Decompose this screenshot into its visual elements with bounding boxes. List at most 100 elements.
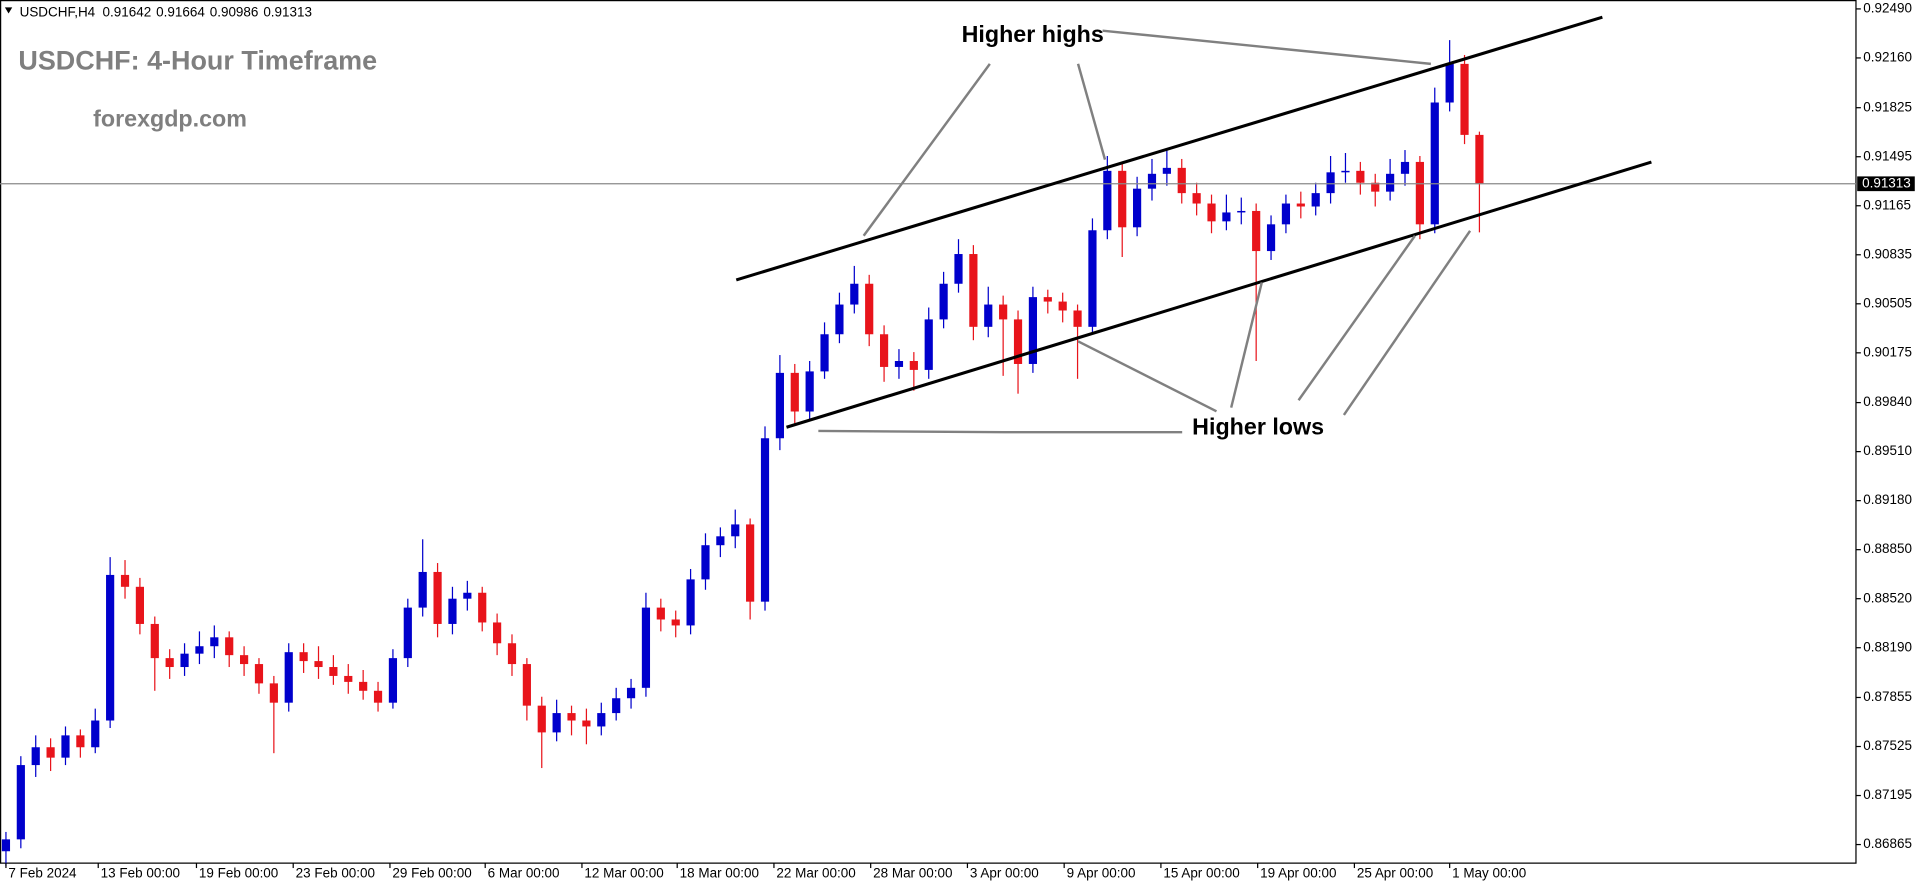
candle-body bbox=[1371, 182, 1380, 192]
candle-body bbox=[760, 438, 770, 602]
candle-body bbox=[31, 747, 40, 766]
candle-body bbox=[46, 747, 55, 758]
candle-body bbox=[1237, 210, 1246, 213]
chart-title: USDCHF: 4-Hour Timeframe bbox=[18, 46, 377, 76]
symbol: USDCHF,H4 bbox=[20, 4, 96, 19]
x-tick-label: 28 Mar 00:00 bbox=[873, 866, 952, 881]
header: USDCHF,H4 0.91642 0.91664 0.90986 0.91313 bbox=[20, 4, 312, 19]
candle-body bbox=[909, 360, 918, 370]
candle-body bbox=[522, 664, 531, 706]
y-tick-label: 0.87195 bbox=[1863, 787, 1912, 802]
candle-body bbox=[1043, 297, 1052, 302]
pointer bbox=[818, 429, 1183, 434]
candle-body bbox=[641, 607, 651, 688]
candle-body bbox=[299, 652, 308, 662]
candle-body bbox=[626, 687, 636, 699]
candle-body bbox=[865, 283, 874, 335]
candle-body bbox=[359, 681, 368, 691]
y-tick-label: 0.87525 bbox=[1863, 738, 1912, 753]
x-tick-label: 19 Apr 00:00 bbox=[1260, 866, 1336, 881]
pointer bbox=[1342, 230, 1472, 416]
x-tick-label: 12 Mar 00:00 bbox=[584, 866, 663, 881]
candle-body bbox=[1088, 230, 1097, 327]
candle-body bbox=[1013, 319, 1023, 364]
candle-body bbox=[1326, 172, 1335, 194]
subtitle: forexgdp.com bbox=[93, 105, 247, 131]
candle-body bbox=[1266, 224, 1276, 252]
pointer bbox=[1229, 282, 1264, 408]
candle-body bbox=[120, 574, 130, 587]
pointer bbox=[1077, 340, 1218, 413]
candle-body bbox=[1341, 170, 1350, 173]
candle-body bbox=[1103, 170, 1112, 231]
candle-body bbox=[91, 720, 100, 748]
candle-body bbox=[939, 283, 948, 320]
price-label-box bbox=[1857, 176, 1915, 192]
y-tick-label: 0.92490 bbox=[1863, 0, 1912, 15]
x-tick-label: 23 Feb 00:00 bbox=[296, 866, 375, 881]
x-tick-label: 15 Apr 00:00 bbox=[1163, 866, 1239, 881]
annotation: Higher lows bbox=[1192, 414, 1324, 440]
y-tick-label: 0.90835 bbox=[1863, 246, 1912, 261]
candle-body bbox=[1311, 193, 1320, 207]
candle-body bbox=[1281, 203, 1291, 225]
y-tick-label: 0.89510 bbox=[1863, 443, 1912, 458]
y-tick-label: 0.88850 bbox=[1863, 541, 1912, 556]
candle-body bbox=[254, 664, 264, 684]
candle-body bbox=[1207, 203, 1216, 222]
y-tick-label: 0.92160 bbox=[1863, 49, 1912, 64]
candle-body bbox=[746, 524, 755, 602]
x-tick-label: 25 Apr 00:00 bbox=[1357, 866, 1433, 881]
pointer bbox=[862, 63, 991, 237]
candle-body bbox=[1460, 63, 1469, 135]
pointers bbox=[818, 29, 1472, 434]
candle-body bbox=[790, 372, 799, 412]
candle-body bbox=[835, 304, 844, 335]
candle-body bbox=[1177, 167, 1186, 194]
candle-body bbox=[969, 254, 978, 327]
candle-body bbox=[984, 304, 993, 327]
candle-body bbox=[314, 661, 323, 668]
candle-body bbox=[195, 646, 204, 654]
y-tick-label: 0.88520 bbox=[1863, 590, 1912, 605]
candle-body bbox=[210, 637, 219, 647]
x-tick-label: 6 Mar 00:00 bbox=[488, 866, 560, 881]
header-low: 0.90986 bbox=[210, 4, 259, 19]
candle-body bbox=[716, 536, 725, 546]
candle-body bbox=[1133, 188, 1142, 228]
y-tick-label: 0.87855 bbox=[1863, 689, 1912, 704]
candle-body bbox=[552, 713, 561, 733]
y-tick-label: 0.90505 bbox=[1863, 295, 1912, 310]
candle-body bbox=[612, 698, 621, 714]
y-tick-label: 0.90175 bbox=[1863, 344, 1912, 359]
price-label: 0.91313 bbox=[1862, 175, 1911, 190]
candle-body bbox=[879, 334, 889, 367]
menu-arrow bbox=[4, 7, 13, 14]
candle-body bbox=[1252, 210, 1261, 252]
channel bbox=[735, 15, 1652, 429]
candle-body bbox=[1, 839, 11, 852]
x-tick-label: 7 Feb 2024 bbox=[8, 866, 77, 881]
channel-lower bbox=[786, 160, 1652, 429]
candle-body bbox=[1073, 310, 1082, 327]
candle-body bbox=[1445, 63, 1454, 103]
candle-body bbox=[106, 574, 115, 721]
y-tick-label: 0.91825 bbox=[1863, 99, 1912, 114]
candle-body bbox=[582, 720, 591, 727]
candle-body bbox=[1028, 297, 1038, 364]
candle-body bbox=[597, 713, 606, 727]
y-tick-label: 0.88190 bbox=[1863, 639, 1912, 654]
candle-body bbox=[225, 637, 234, 656]
pointer bbox=[1297, 235, 1416, 401]
candle-body bbox=[775, 372, 784, 439]
candle-body bbox=[239, 655, 249, 665]
candle-body bbox=[373, 690, 383, 703]
pointer bbox=[1102, 29, 1431, 66]
pointer bbox=[1076, 63, 1107, 160]
candle-body bbox=[1296, 203, 1305, 207]
y-tick-label: 0.91495 bbox=[1863, 148, 1912, 163]
candle-body bbox=[1430, 102, 1439, 225]
candle-body bbox=[493, 622, 502, 644]
candle-body bbox=[924, 319, 933, 370]
